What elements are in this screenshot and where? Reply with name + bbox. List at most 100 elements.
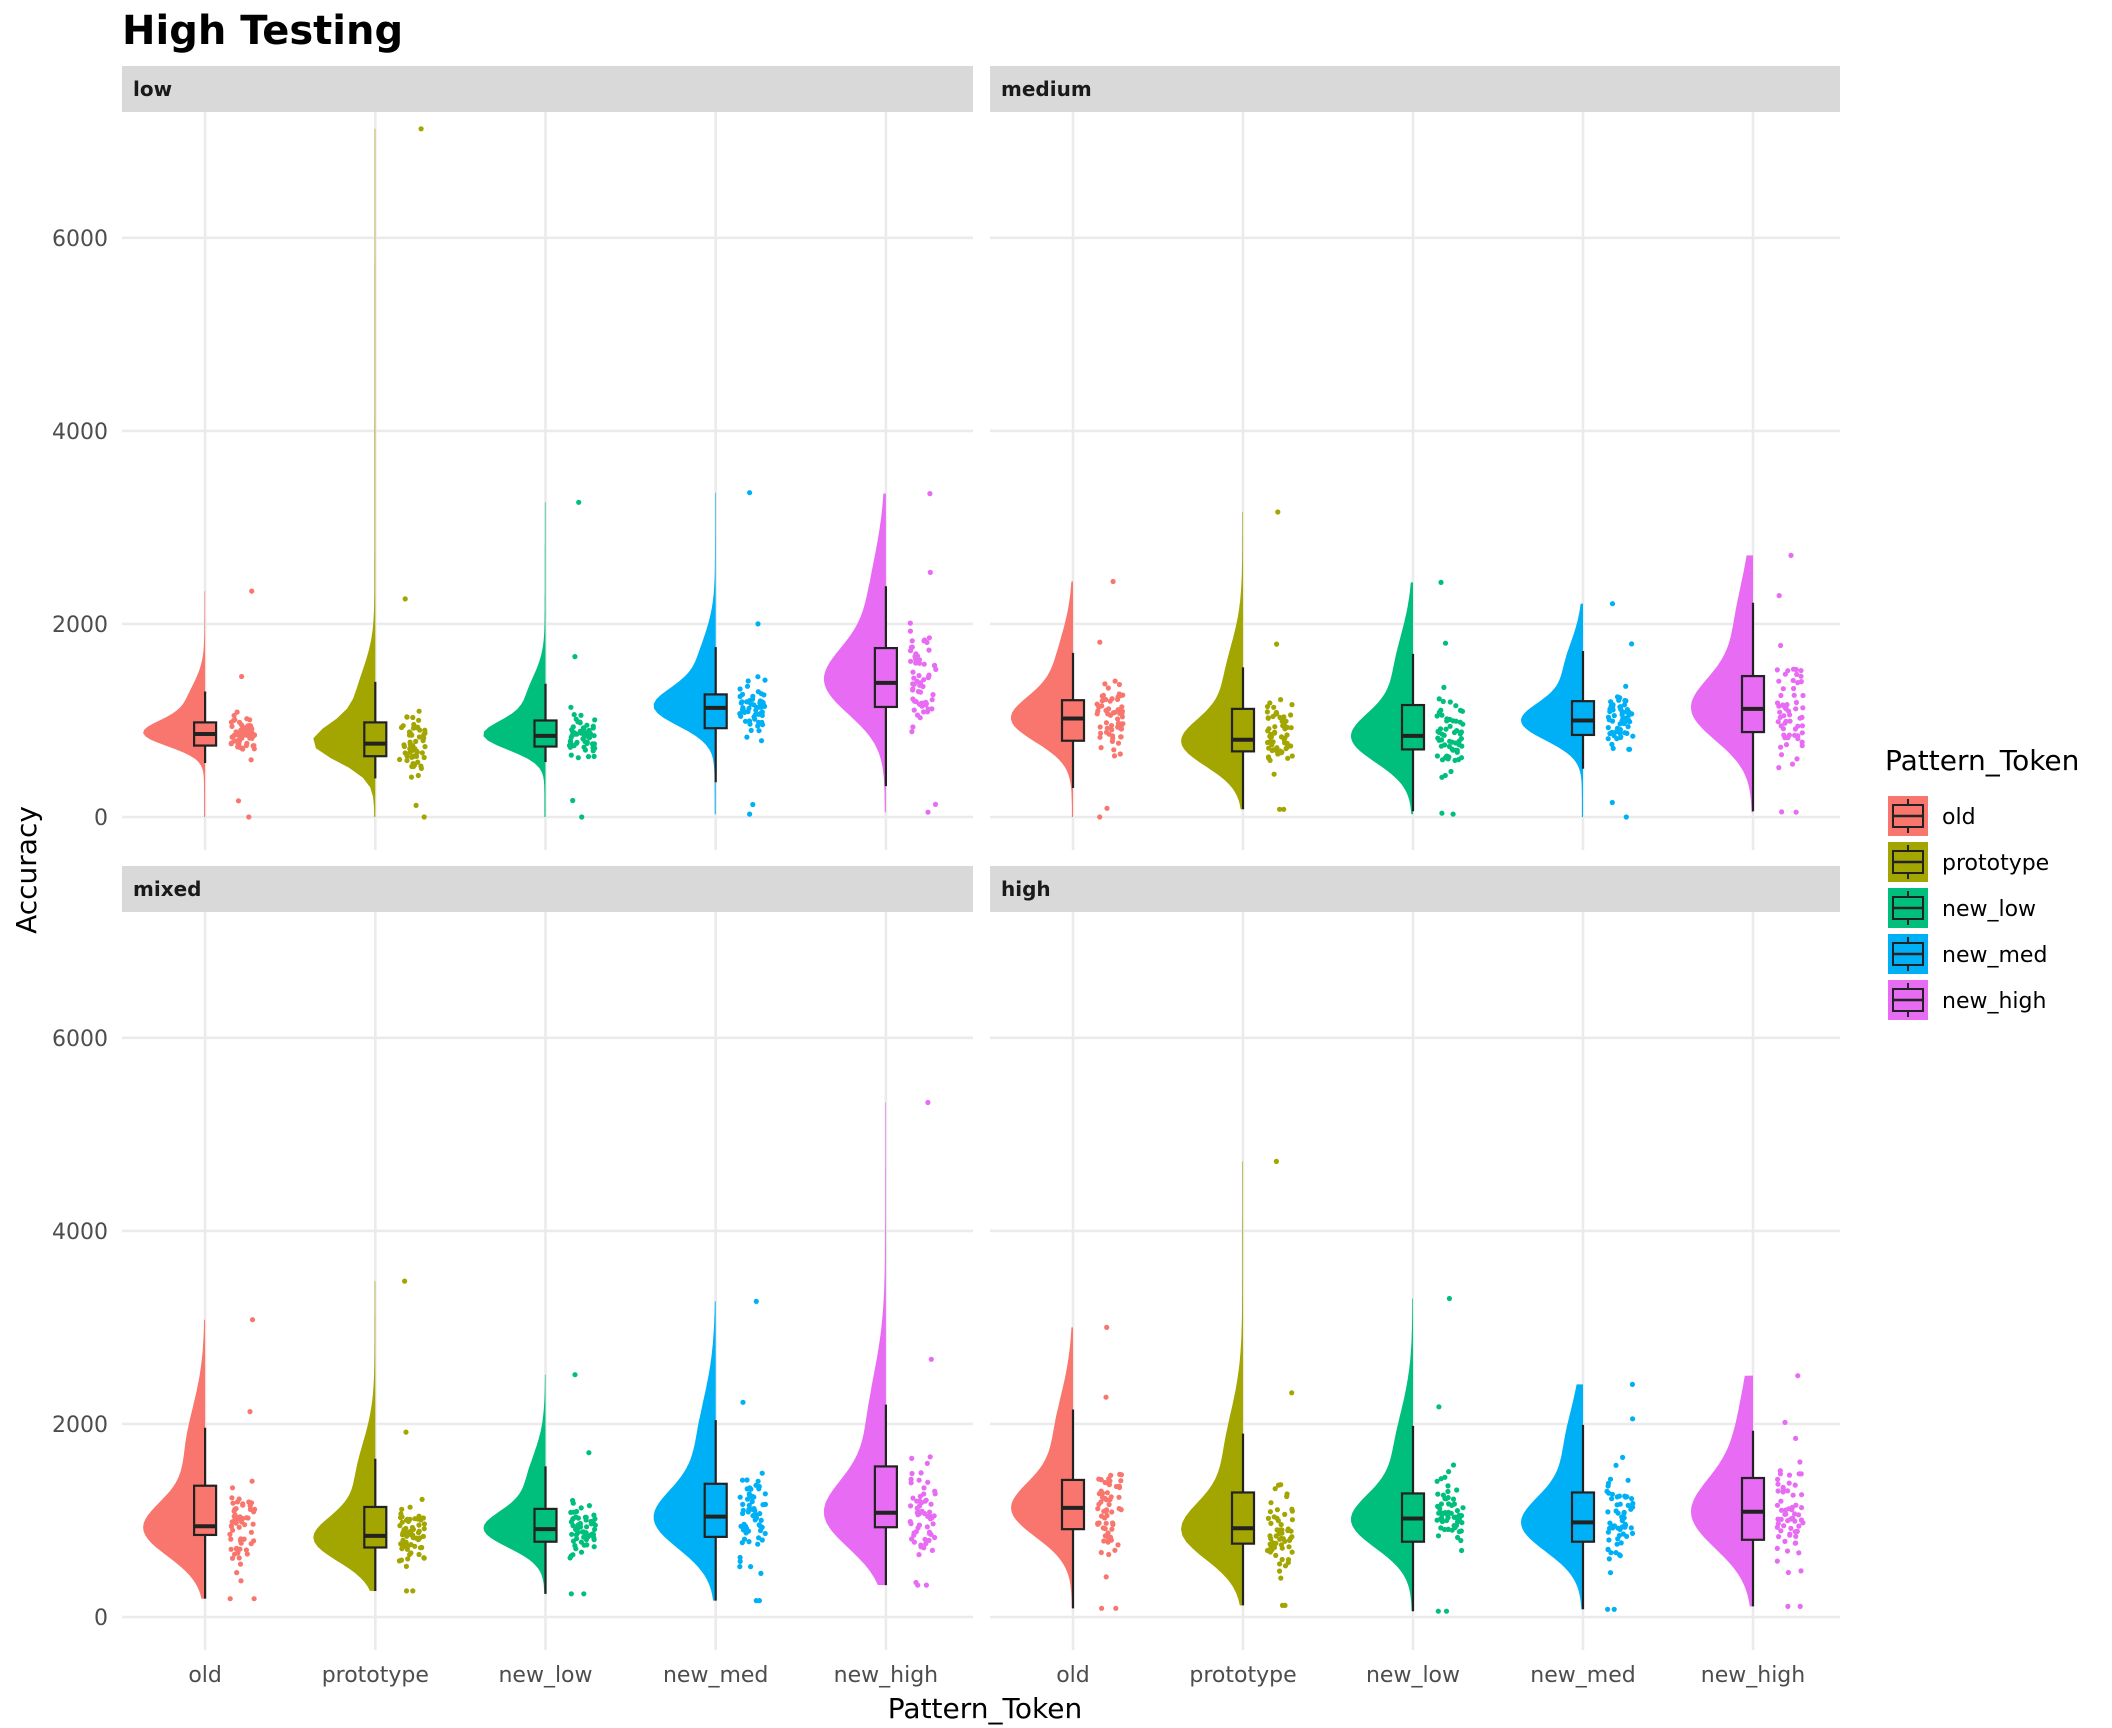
- data-point: [418, 126, 424, 132]
- data-point: [1271, 704, 1277, 710]
- strip-label-high: high: [1001, 877, 1051, 901]
- data-point: [1454, 1487, 1460, 1493]
- data-point: [927, 569, 933, 576]
- data-point: [1098, 1549, 1104, 1556]
- data-point: [1282, 740, 1288, 746]
- data-point: [421, 1521, 427, 1527]
- data-point: [574, 1536, 580, 1542]
- data-point: [1115, 720, 1121, 727]
- data-point: [1278, 1575, 1284, 1581]
- data-point: [1447, 723, 1453, 729]
- box-new_high: [1740, 674, 1766, 734]
- data-point: [1785, 1518, 1791, 1524]
- data-point: [250, 743, 256, 749]
- data-point: [1776, 678, 1782, 684]
- data-point: [590, 748, 596, 754]
- data-point: [757, 1511, 763, 1517]
- data-point: [1268, 734, 1275, 740]
- data-point: [1775, 1481, 1781, 1487]
- data-point: [1605, 736, 1611, 742]
- data-point: [247, 724, 253, 731]
- data-point: [586, 727, 592, 734]
- data-point: [1774, 700, 1781, 706]
- data-point: [1273, 1540, 1279, 1546]
- data-point: [410, 714, 416, 721]
- box-old: [193, 1484, 218, 1537]
- data-point: [1100, 1525, 1106, 1531]
- panel-low: low 0 2000 4000 6000: [52, 66, 973, 850]
- data-point: [568, 1509, 574, 1515]
- data-point: [1630, 1416, 1636, 1422]
- data-point: [1620, 1454, 1626, 1460]
- data-point: [1617, 1501, 1623, 1507]
- data-point: [1282, 726, 1288, 732]
- data-point: [921, 1545, 927, 1551]
- data-point: [1457, 731, 1463, 737]
- y-tick-label: 6000: [52, 1027, 108, 1052]
- points-prototype: [397, 126, 428, 820]
- data-point: [1799, 739, 1805, 745]
- data-point: [742, 718, 749, 724]
- data-point: [1788, 552, 1794, 559]
- data-point: [1277, 1561, 1283, 1567]
- data-point: [1799, 730, 1805, 736]
- data-point: [1113, 1605, 1119, 1611]
- data-point: [592, 1526, 598, 1532]
- data-point: [1118, 1472, 1124, 1478]
- data-point: [1434, 713, 1440, 719]
- data-point: [1629, 1381, 1635, 1387]
- violin-new_low: [483, 502, 546, 817]
- data-point: [1778, 752, 1785, 758]
- data-point: [1289, 1517, 1295, 1523]
- data-point: [737, 1564, 743, 1570]
- data-point: [1272, 724, 1278, 730]
- data-point: [413, 738, 419, 745]
- data-point: [1621, 720, 1627, 727]
- data-point: [932, 1534, 938, 1541]
- x-tick-label-new_high: new_high: [1701, 1663, 1805, 1688]
- data-point: [575, 755, 581, 761]
- data-point: [1266, 745, 1272, 751]
- data-point: [1459, 743, 1465, 749]
- data-point: [246, 814, 252, 820]
- data-point: [1438, 1476, 1444, 1482]
- data-point: [236, 1496, 242, 1502]
- violin-new_low: [1351, 1298, 1413, 1612]
- data-point: [1281, 806, 1287, 812]
- data-point: [242, 1522, 248, 1528]
- group-new_low: [483, 499, 598, 820]
- data-point: [1625, 724, 1631, 730]
- data-point: [1453, 703, 1459, 709]
- points-new_med: [1605, 601, 1636, 820]
- data-point: [909, 1455, 915, 1461]
- data-point: [398, 1511, 404, 1517]
- data-point: [1786, 732, 1792, 738]
- data-point: [909, 638, 915, 644]
- data-point: [1436, 737, 1442, 743]
- x-tick-label-old: old: [1056, 1663, 1090, 1688]
- data-point: [568, 734, 574, 741]
- data-point: [1442, 742, 1448, 748]
- legend-item-new_med: new_med: [1888, 934, 2047, 974]
- data-point: [923, 1541, 929, 1547]
- data-point: [1436, 696, 1442, 702]
- data-point: [930, 1521, 936, 1527]
- data-point: [573, 1546, 579, 1552]
- data-point: [1444, 716, 1450, 722]
- data-point: [1103, 729, 1110, 735]
- violin-old: [143, 591, 206, 817]
- data-point: [243, 732, 249, 738]
- data-point: [1438, 1525, 1444, 1531]
- data-point: [1115, 694, 1121, 700]
- data-point: [421, 1526, 427, 1532]
- data-point: [249, 1317, 256, 1323]
- box-prototype: [1230, 707, 1256, 753]
- data-point: [1267, 1509, 1273, 1515]
- data-point: [1098, 1513, 1105, 1519]
- data-point: [404, 714, 410, 720]
- data-point: [919, 700, 925, 706]
- data-point: [1774, 1524, 1780, 1530]
- y-tick-label: 4000: [52, 420, 108, 445]
- data-point: [1283, 718, 1289, 724]
